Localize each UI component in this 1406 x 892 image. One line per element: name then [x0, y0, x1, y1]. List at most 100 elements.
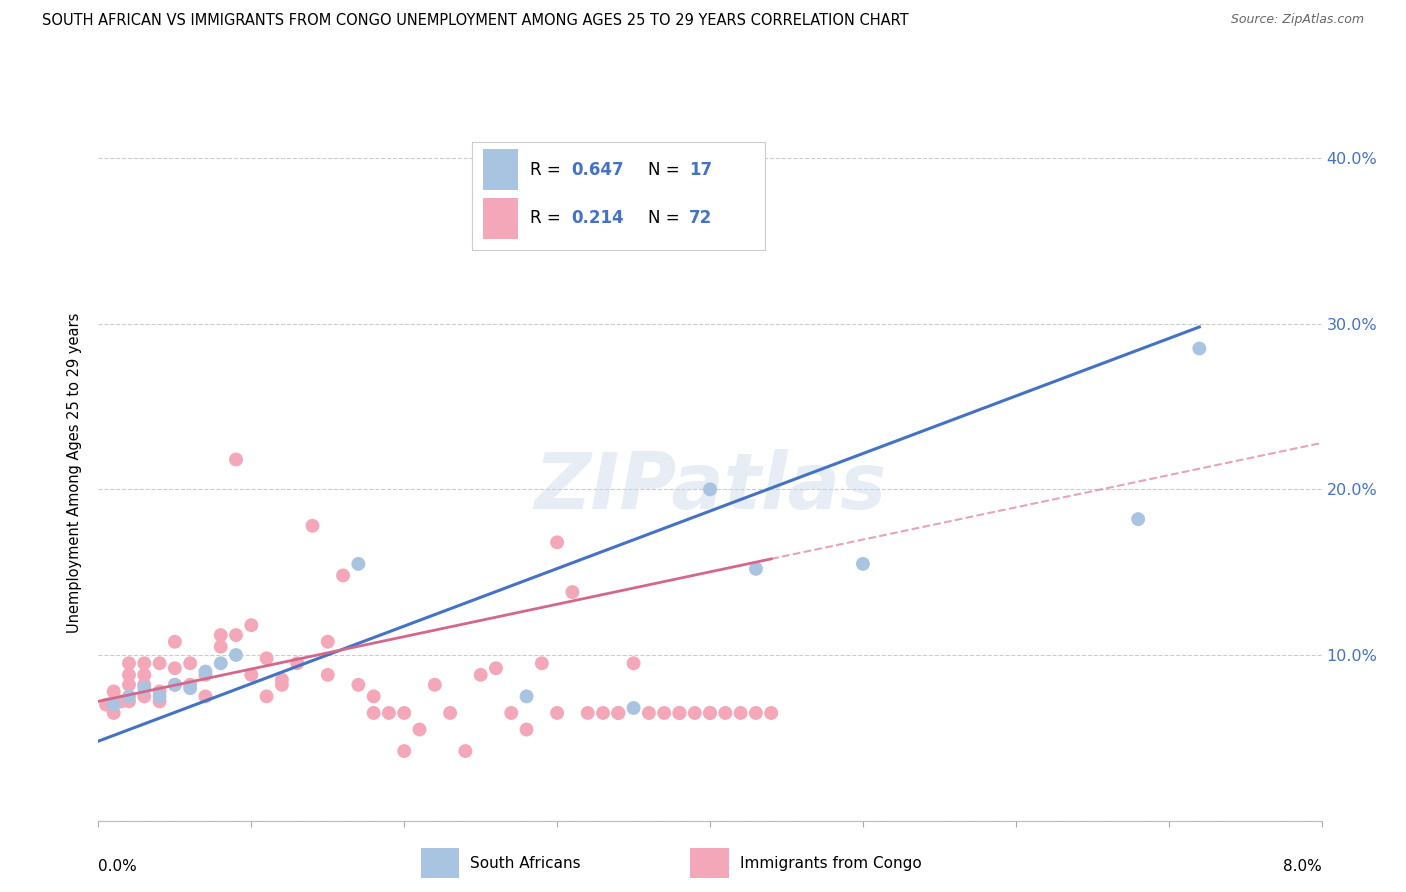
Point [485, 661, 508, 675]
FancyBboxPatch shape [484, 149, 519, 190]
Point [163, 634, 186, 648]
Point [363, 690, 385, 704]
Point [149, 690, 172, 704]
Y-axis label: Unemployment Among Ages 25 to 29 years: Unemployment Among Ages 25 to 29 years [67, 312, 83, 633]
Point [439, 706, 461, 720]
Point [576, 706, 599, 720]
Point [225, 628, 247, 642]
FancyBboxPatch shape [420, 848, 460, 878]
Point [714, 706, 737, 720]
Point [316, 634, 339, 648]
Point [668, 706, 690, 720]
Point [163, 678, 186, 692]
Point [163, 661, 186, 675]
Point [1188, 342, 1211, 356]
Point [225, 648, 247, 662]
Point [194, 690, 217, 704]
Point [134, 690, 156, 704]
Point [637, 706, 661, 720]
FancyBboxPatch shape [690, 848, 728, 878]
Point [118, 657, 141, 671]
Point [149, 684, 172, 698]
Point [118, 694, 141, 708]
Point [408, 723, 430, 737]
Point [256, 651, 278, 665]
Point [623, 657, 645, 671]
Point [745, 706, 768, 720]
Point [607, 706, 630, 720]
Point [1128, 512, 1150, 526]
Text: ZIPatlas: ZIPatlas [534, 449, 886, 524]
Point [103, 684, 125, 698]
Point [256, 690, 278, 704]
Point [668, 706, 690, 720]
Point [546, 535, 568, 549]
Point [149, 694, 172, 708]
Point [332, 568, 354, 582]
Point [240, 618, 263, 632]
Point [423, 678, 446, 692]
Point [392, 744, 416, 758]
Point [270, 673, 294, 687]
Point [759, 706, 782, 720]
Text: 17: 17 [689, 161, 711, 178]
Point [852, 557, 875, 571]
Point [607, 706, 630, 720]
Point [516, 723, 538, 737]
Point [501, 706, 523, 720]
Text: N =: N = [648, 161, 685, 178]
Point [134, 681, 156, 695]
Text: 0.647: 0.647 [571, 161, 624, 178]
Point [179, 681, 201, 695]
Point [285, 657, 308, 671]
Point [179, 657, 201, 671]
Text: South Africans: South Africans [470, 855, 581, 871]
Point [347, 557, 370, 571]
Point [209, 657, 232, 671]
Point [118, 668, 141, 682]
Point [546, 706, 568, 720]
Point [454, 744, 477, 758]
Text: 0.0%: 0.0% [98, 859, 138, 874]
Point [378, 706, 401, 720]
Point [730, 706, 752, 720]
Point [652, 706, 675, 720]
Point [134, 657, 156, 671]
Point [683, 706, 706, 720]
Point [118, 678, 141, 692]
Point [240, 668, 263, 682]
Point [103, 694, 125, 708]
Point [94, 698, 117, 712]
Point [745, 562, 768, 576]
Point [134, 678, 156, 692]
Text: Source: ZipAtlas.com: Source: ZipAtlas.com [1230, 13, 1364, 27]
Point [516, 690, 538, 704]
Point [530, 657, 553, 671]
Text: R =: R = [530, 161, 567, 178]
Text: 0.214: 0.214 [571, 210, 624, 227]
Point [270, 678, 294, 692]
Point [118, 690, 141, 704]
Point [699, 706, 721, 720]
Point [301, 518, 323, 533]
Text: SOUTH AFRICAN VS IMMIGRANTS FROM CONGO UNEMPLOYMENT AMONG AGES 25 TO 29 YEARS CO: SOUTH AFRICAN VS IMMIGRANTS FROM CONGO U… [42, 13, 908, 29]
Point [699, 483, 721, 497]
Point [347, 678, 370, 692]
Point [699, 706, 721, 720]
Point [110, 694, 132, 708]
Point [623, 701, 645, 715]
Point [103, 706, 125, 720]
Point [134, 668, 156, 682]
Point [194, 665, 217, 679]
Point [179, 678, 201, 692]
Point [163, 678, 186, 692]
Point [592, 706, 614, 720]
Text: 8.0%: 8.0% [1282, 859, 1322, 874]
Text: N =: N = [648, 210, 685, 227]
Point [194, 668, 217, 682]
FancyBboxPatch shape [484, 198, 519, 239]
Text: R =: R = [530, 210, 567, 227]
Point [209, 640, 232, 654]
Point [363, 706, 385, 720]
Point [470, 668, 492, 682]
